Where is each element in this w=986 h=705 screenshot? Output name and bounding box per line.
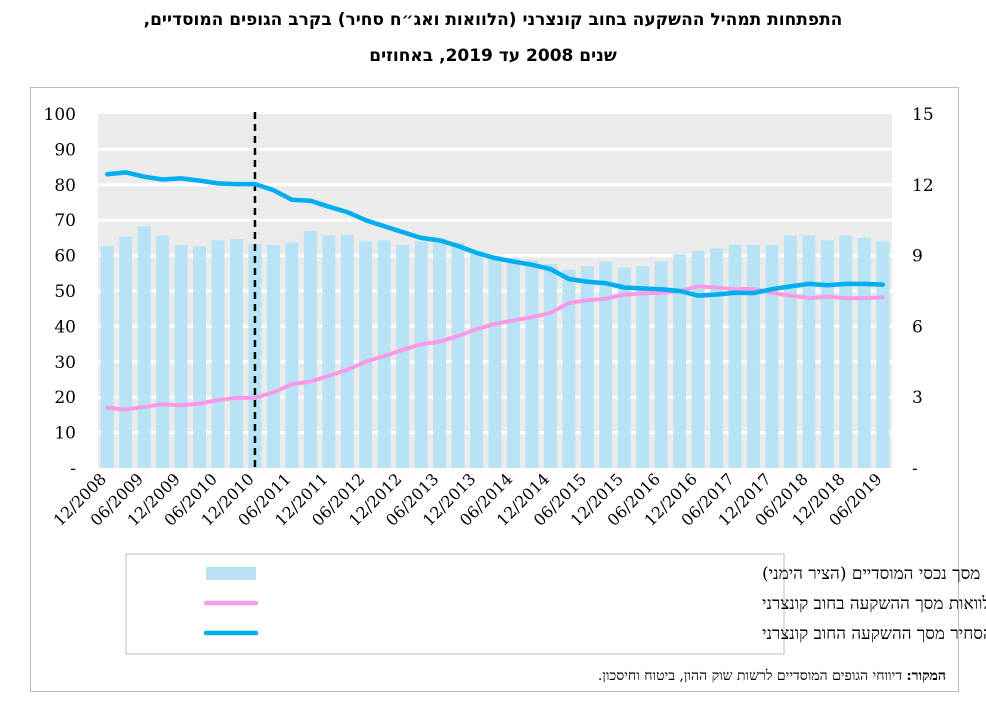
- source-text: דיווחי הגופים המוסדיים לרשות שוק ההון, ב…: [597, 668, 903, 684]
- bar: [728, 244, 742, 468]
- bar: [876, 241, 890, 468]
- bar: [211, 240, 225, 468]
- bar: [820, 240, 834, 468]
- bar: [691, 250, 705, 468]
- bar: [414, 241, 428, 468]
- bar: [747, 244, 760, 468]
- y-left-tick-label: 100: [44, 105, 76, 125]
- line-series: [104, 170, 886, 412]
- bar: [359, 241, 373, 468]
- y-left-tick-label: -: [70, 459, 76, 479]
- bar: [857, 237, 871, 468]
- bar: [396, 244, 410, 468]
- y-right-tick-label: 15: [912, 105, 934, 125]
- bar: [340, 234, 354, 468]
- bar: [285, 242, 299, 468]
- legend-swatch-bar: [206, 567, 256, 580]
- bar: [617, 267, 631, 468]
- y-left-tick-label: 70: [54, 211, 76, 231]
- bar: [488, 255, 502, 468]
- y-right-tick-label: 9: [912, 247, 923, 267]
- y-left-tick-label: 10: [54, 424, 76, 444]
- bar: [470, 250, 483, 468]
- bar: [599, 261, 613, 468]
- bar: [322, 235, 336, 468]
- bar: [266, 244, 280, 468]
- y-right-tick-label: 3: [912, 388, 923, 408]
- y-left-tick-label: 30: [54, 353, 76, 373]
- bar: [783, 235, 797, 468]
- bar: [303, 230, 317, 468]
- bar-series: [100, 226, 890, 468]
- bar: [119, 236, 133, 468]
- bar: [451, 242, 465, 468]
- bar: [636, 266, 650, 468]
- y-axis-right: 15 12 9 6 3 -: [912, 105, 934, 479]
- y-right-tick-label: 12: [912, 176, 934, 196]
- bar: [230, 239, 243, 468]
- bar: [562, 269, 576, 468]
- y-left-tick-label: 50: [54, 282, 76, 302]
- bar: [174, 244, 188, 468]
- chart-title-line-1: התפתחות תמהיל ההשקעה בחוב קונצרני (הלווא…: [143, 10, 843, 30]
- bar: [765, 244, 779, 468]
- bar: [802, 235, 816, 468]
- y-left-tick-label: 40: [54, 317, 76, 337]
- legend-label: שיעור ההלוואות מסך ההשקעה בחוב קונצרני: [762, 594, 986, 614]
- y-left-tick-label: 90: [54, 140, 76, 160]
- bar: [543, 263, 557, 468]
- y-right-tick-label: 6: [912, 317, 923, 337]
- source-note: המקור: דיווחי הגופים המוסדיים לרשות שוק …: [598, 668, 946, 685]
- bar: [580, 266, 594, 468]
- source-label: המקור:: [906, 668, 946, 684]
- legend-items: שיעור החוב הקונצרני מסך נכסי המוסדיים (ה…: [203, 564, 986, 644]
- x-axis: 12/200806/200912/200906/201012/201006/20…: [50, 469, 886, 529]
- loans-line: [105, 284, 885, 412]
- y-left-tick-label: 60: [54, 247, 76, 267]
- bar: [525, 260, 539, 468]
- y-right-tick-label: -: [912, 459, 918, 479]
- chart-frame: [30, 87, 959, 692]
- bar: [507, 257, 520, 468]
- bar: [710, 248, 724, 468]
- chart-title-line-2: שנים 2008 עד 2019, באחוזים: [369, 46, 617, 66]
- y-left-tick-label: 80: [54, 176, 76, 196]
- bar: [839, 235, 853, 468]
- legend-label: שיעור החוב הקונצרני מסך נכסי המוסדיים (ה…: [762, 564, 986, 584]
- bar: [137, 226, 151, 468]
- y-left-tick-label: 20: [54, 388, 76, 408]
- bar: [156, 235, 170, 468]
- bonds-line: [104, 170, 886, 298]
- bar: [673, 254, 687, 468]
- bar: [100, 246, 114, 468]
- bar: [433, 237, 447, 468]
- bar: [193, 246, 207, 468]
- legend-label: שיעור האג״ח הסחיר מסך ההשקעה החוב קונצרנ…: [762, 624, 986, 644]
- y-axis-left: 100 90 80 70 60 50 40 30 20 10 -: [44, 105, 76, 479]
- bar: [654, 261, 668, 468]
